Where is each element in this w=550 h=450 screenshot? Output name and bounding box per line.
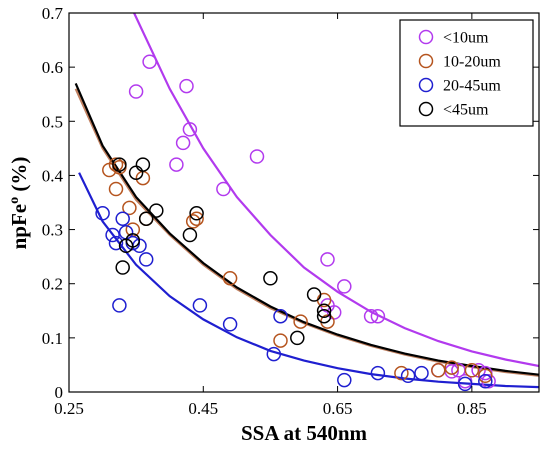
y-tick-label: 0.6: [42, 58, 63, 77]
point-s2-17: [457, 376, 473, 392]
x-axis: 0.25 0.45 0.65 0.85: [54, 13, 487, 418]
point-s2-1: [105, 227, 120, 243]
point-s0-1: [128, 84, 144, 99]
point-s1-17: [464, 363, 480, 378]
x-tick-label: 0.65: [323, 399, 353, 418]
point-s2-13: [337, 372, 352, 388]
point-s2-3: [115, 211, 130, 226]
point-s3-5: [115, 260, 130, 275]
point-s3-12: [306, 287, 322, 302]
point-s0-6: [216, 181, 231, 197]
point-s1-18: [478, 368, 493, 384]
point-s3-14: [316, 303, 332, 319]
point-s2-14: [370, 365, 386, 381]
point-s2-18: [478, 373, 493, 389]
point-s0-13: [370, 308, 386, 324]
point-s3-2: [112, 157, 127, 172]
point-s3-1: [128, 165, 144, 180]
point-s2-0: [95, 206, 110, 221]
point-s1-7: [189, 211, 204, 226]
point-s3-7: [149, 203, 164, 218]
point-s0-3: [182, 122, 198, 137]
point-s3-11: [290, 330, 305, 346]
point-s2-10: [222, 317, 238, 332]
y-tick-label: 0: [55, 383, 64, 402]
point-s0-9: [337, 279, 352, 294]
fit-line-0: [133, 13, 539, 368]
y-axis-title-unit: (%): [7, 157, 31, 197]
y-axis: 0 0.1 0.2 0.3 0.4 0.5 0.6 0.7: [42, 4, 539, 402]
point-s0-8: [320, 252, 335, 267]
x-tick-label: 0.25: [54, 399, 84, 418]
point-s2-11: [266, 346, 282, 362]
point-s3-4: [118, 238, 134, 254]
fit-line-1: [74, 88, 539, 377]
point-s0-7: [249, 149, 265, 164]
point-s2-9: [192, 298, 208, 313]
y-tick-label: 0.2: [42, 275, 63, 294]
point-s0-5: [169, 157, 184, 172]
legend-marker-3: [418, 101, 434, 117]
point-s3-10: [263, 271, 278, 286]
legend-box: [399, 19, 534, 127]
legend-marker-0: [418, 29, 434, 45]
point-s1-14: [394, 365, 409, 381]
point-s1-16: [444, 360, 459, 375]
point-s1-15: [431, 363, 446, 378]
y-tick-label: 0.3: [42, 221, 63, 240]
y-tick-label: 0.1: [42, 329, 63, 348]
y-axis-title-superscript: o: [7, 197, 22, 204]
point-s1-13: [293, 314, 308, 329]
point-s3-9: [189, 206, 204, 221]
fit-line-2: [78, 172, 539, 389]
y-tick-label: 0.5: [42, 112, 63, 131]
point-s2-16: [414, 365, 429, 381]
point-s3-8: [182, 227, 198, 243]
fit-line-3: [74, 82, 539, 376]
point-s3-0: [135, 157, 151, 172]
point-s0-0: [142, 54, 157, 69]
point-s1-8: [185, 214, 201, 229]
legend-marker-1: [418, 53, 434, 69]
y-axis-title-main: npFe: [7, 204, 31, 250]
point-s1-9: [222, 271, 238, 286]
legend: <10um 10-20um 20-45um <45um: [399, 19, 534, 127]
x-tick-label: 0.45: [188, 399, 218, 418]
point-s2-8: [138, 252, 154, 267]
point-s1-10: [273, 333, 288, 348]
x-tick-label: 0.85: [457, 399, 487, 418]
y-tick-label: 0.4: [42, 166, 64, 185]
point-s0-12: [363, 308, 379, 324]
legend-marker-2: [418, 77, 434, 93]
point-s0-4: [175, 135, 191, 151]
legend-label-2: 20-45um: [443, 78, 501, 95]
plot-frame: [68, 12, 540, 393]
point-s2-7: [112, 298, 127, 313]
legend-label-0: <10um: [443, 30, 489, 47]
point-s2-12: [273, 308, 288, 324]
point-s3-13: [316, 308, 332, 324]
point-s2-2: [108, 235, 124, 251]
point-s2-15: [400, 368, 416, 384]
legend-label-3: <45um: [443, 102, 489, 119]
y-tick-label: 0.7: [42, 4, 64, 23]
x-axis-title: SSA at 540nm: [241, 421, 368, 445]
point-s0-2: [179, 78, 194, 94]
data-points: [95, 54, 496, 392]
point-s1-2: [108, 181, 124, 197]
legend-label-1: 10-20um: [443, 54, 501, 71]
point-s3-6: [138, 211, 154, 226]
y-axis-title: npFeo (%): [7, 157, 31, 250]
point-s1-3: [122, 200, 137, 216]
